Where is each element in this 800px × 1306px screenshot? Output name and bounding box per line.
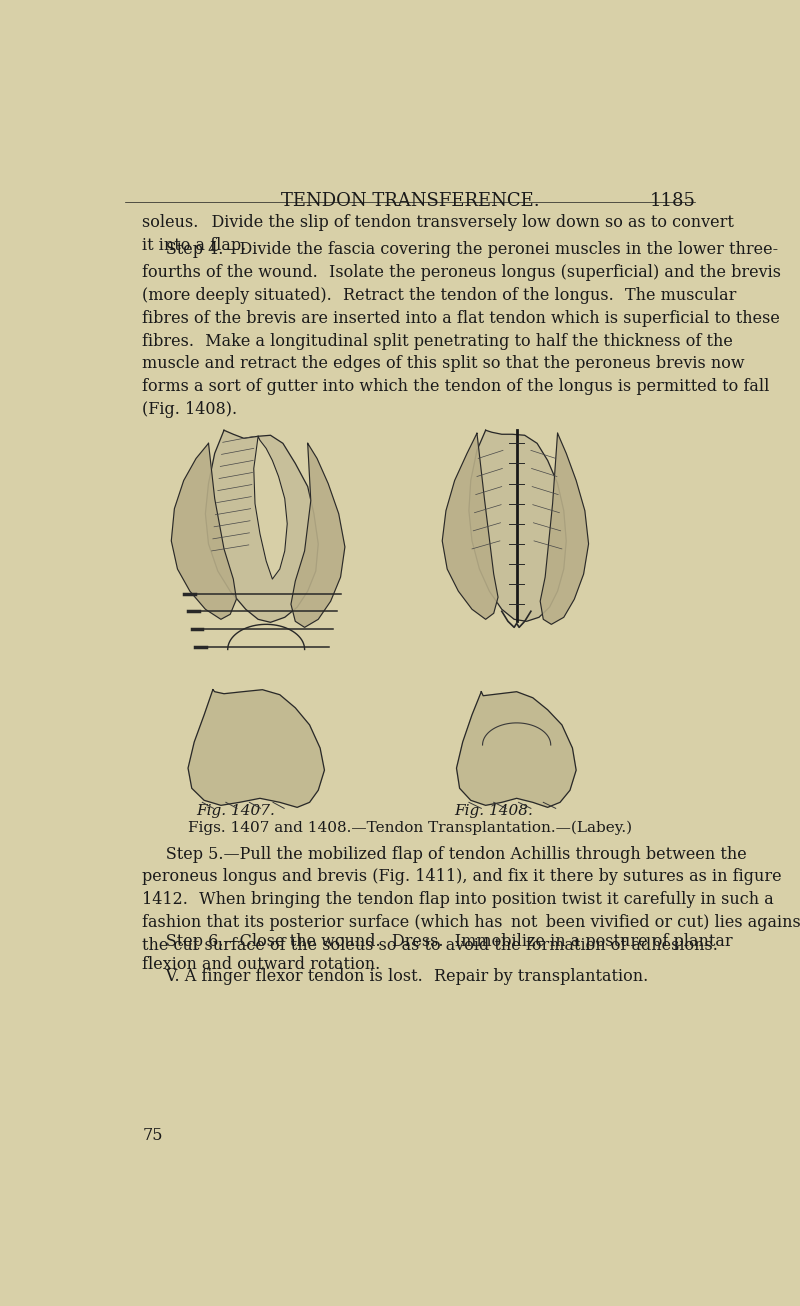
- Text: Step 5.—Pull the mobilized flap of tendon Achillis through between the
peroneus : Step 5.—Pull the mobilized flap of tendo…: [142, 845, 800, 953]
- Text: Step 4.—Divide the fascia covering the peronei muscles in the lower three-
fourt: Step 4.—Divide the fascia covering the p…: [142, 242, 781, 418]
- Bar: [143, 426, 398, 802]
- Polygon shape: [206, 430, 318, 623]
- Bar: [410, 426, 677, 802]
- Polygon shape: [457, 692, 576, 807]
- Polygon shape: [291, 443, 345, 627]
- Text: TENDON TRANSFERENCE.: TENDON TRANSFERENCE.: [281, 192, 539, 210]
- Text: V. A finger flexor tendon is lost.  Repair by transplantation.: V. A finger flexor tendon is lost. Repai…: [142, 968, 649, 985]
- Polygon shape: [442, 434, 498, 619]
- Polygon shape: [188, 690, 325, 807]
- Polygon shape: [254, 436, 287, 579]
- Text: Step 6.—Close the wound.  Dress.  Immobilize in a posture of plantar
flexion and: Step 6.—Close the wound. Dress. Immobili…: [142, 932, 733, 973]
- Text: soleus.  Divide the slip of tendon transversely low down so as to convert
it int: soleus. Divide the slip of tendon transv…: [142, 214, 734, 253]
- Text: Figs. 1407 and 1408.—Tendon Transplantation.—(Labey.): Figs. 1407 and 1408.—Tendon Transplantat…: [188, 820, 632, 835]
- Polygon shape: [469, 430, 566, 622]
- Text: 1185: 1185: [650, 192, 695, 210]
- Text: Fig. 1408.: Fig. 1408.: [454, 804, 534, 819]
- Polygon shape: [540, 434, 589, 624]
- Polygon shape: [171, 443, 237, 619]
- Text: 75: 75: [142, 1127, 162, 1144]
- Text: Fig. 1407.: Fig. 1407.: [196, 804, 275, 819]
